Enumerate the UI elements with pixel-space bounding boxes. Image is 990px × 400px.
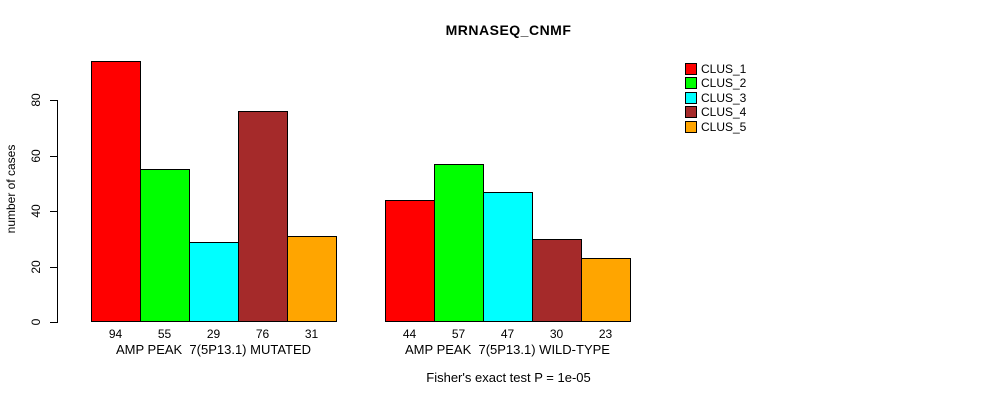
legend-label-clus_5: CLUS_5 xyxy=(701,120,747,134)
y-tick-label: 80 xyxy=(29,93,43,107)
bar-clus_3-wild-type xyxy=(483,192,533,322)
y-tick-label: 0 xyxy=(29,318,43,326)
legend-label-clus_3: CLUS_3 xyxy=(701,91,747,105)
legend-swatch-clus_2 xyxy=(685,77,697,89)
bar-clus_2-mutated xyxy=(140,169,190,322)
legend-label-clus_2: CLUS_2 xyxy=(701,76,747,90)
bar-clus_4-wild-type xyxy=(532,239,582,322)
bar-clus_3-mutated xyxy=(189,242,239,322)
y-axis-label: number of cases xyxy=(4,144,18,234)
legend-label-clus_4: CLUS_4 xyxy=(701,105,747,119)
y-tick-label: 20 xyxy=(29,260,43,274)
y-axis-line xyxy=(57,100,58,323)
bar-value-clus_3-wild-type: 47 xyxy=(500,327,515,341)
bar-clus_5-wild-type xyxy=(581,258,631,322)
legend-label-clus_1: CLUS_1 xyxy=(701,62,747,76)
fisher-annotation: Fisher's exact test P = 1e-05 xyxy=(426,370,591,385)
legend-swatch-clus_5 xyxy=(685,121,697,133)
y-axis-tick xyxy=(50,100,57,101)
legend-swatch-clus_1 xyxy=(685,63,697,75)
bar-value-clus_2-mutated: 55 xyxy=(157,327,172,341)
bar-value-clus_4-wild-type: 30 xyxy=(549,327,564,341)
bar-clus_4-mutated xyxy=(238,111,288,322)
bar-value-clus_5-mutated: 31 xyxy=(304,327,319,341)
legend-swatch-clus_3 xyxy=(685,92,697,104)
y-axis-tick xyxy=(50,267,57,268)
y-axis-tick xyxy=(50,322,57,323)
y-axis-tick xyxy=(50,211,57,212)
y-tick-label: 60 xyxy=(29,149,43,163)
chart-title: MRNASEQ_CNMF xyxy=(445,22,572,38)
bar-clus_5-mutated xyxy=(287,236,337,322)
legend-swatch-clus_4 xyxy=(685,106,697,118)
bar-value-clus_5-wild-type: 23 xyxy=(598,327,613,341)
group-label-wild-type: AMP PEAK 7(5P13.1) WILD-TYPE xyxy=(405,342,610,357)
bar-value-clus_1-wild-type: 44 xyxy=(402,327,417,341)
bar-clus_1-mutated xyxy=(91,61,141,322)
bar-value-clus_3-mutated: 29 xyxy=(206,327,221,341)
y-axis-tick xyxy=(50,156,57,157)
bar-clus_2-wild-type xyxy=(434,164,484,322)
bar-clus_1-wild-type xyxy=(385,200,435,322)
y-tick-label: 40 xyxy=(29,204,43,218)
bar-value-clus_2-wild-type: 57 xyxy=(451,327,466,341)
bar-value-clus_4-mutated: 76 xyxy=(255,327,270,341)
group-label-mutated: AMP PEAK 7(5P13.1) MUTATED xyxy=(115,342,312,357)
bar-value-clus_1-mutated: 94 xyxy=(108,327,123,341)
